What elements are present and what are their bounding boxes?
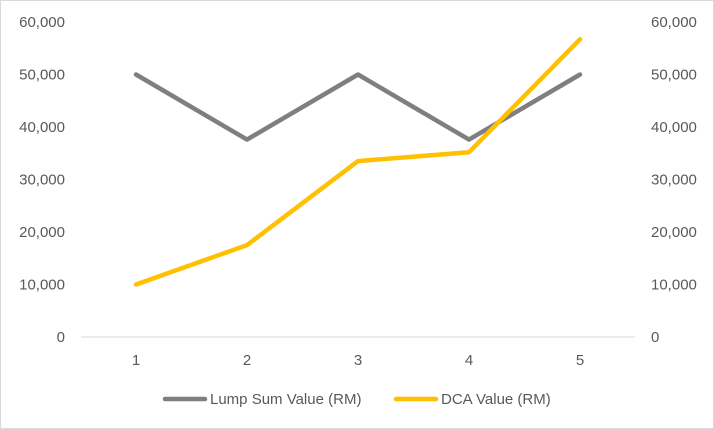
series-line-lump-sum [133, 72, 583, 142]
right-axis-labels: 0 10,000 20,000 30,000 40,000 50,000 60,000 [651, 14, 697, 346]
left-axis-tick-label: 60,000 [19, 14, 65, 31]
right-axis-tick-label: 40,000 [651, 119, 697, 136]
right-axis-tick-label: 50,000 [651, 67, 697, 84]
x-axis-tick-label: 5 [576, 352, 584, 369]
right-axis-tick-label: 0 [651, 329, 659, 346]
x-axis-tick-label: 2 [243, 352, 251, 369]
left-axis-tick-label: 10,000 [19, 277, 65, 294]
legend-label: DCA Value (RM) [441, 391, 551, 408]
left-axis-tick-label: 50,000 [19, 67, 65, 84]
right-axis-tick-label: 30,000 [651, 172, 697, 189]
right-axis-tick-label: 20,000 [651, 224, 697, 241]
right-axis-tick-label: 10,000 [651, 277, 697, 294]
series-lines [133, 37, 583, 287]
series-line-dca [133, 37, 583, 287]
legend-label: Lump Sum Value (RM) [210, 391, 361, 408]
left-axis-tick-label: 0 [57, 329, 65, 346]
left-axis-tick-label: 30,000 [19, 172, 65, 189]
x-axis-tick-label: 3 [354, 352, 362, 369]
x-axis-tick-label: 1 [132, 352, 140, 369]
left-axis-tick-label: 40,000 [19, 119, 65, 136]
left-axis-tick-label: 20,000 [19, 224, 65, 241]
right-axis-tick-label: 60,000 [651, 14, 697, 31]
legend: Lump Sum Value (RM) DCA Value (RM) [162, 391, 551, 408]
left-axis-labels: 0 10,000 20,000 30,000 40,000 50,000 60,000 [19, 14, 65, 346]
x-axis-labels: 1 2 3 4 5 [132, 352, 584, 369]
x-axis-tick-label: 4 [465, 352, 473, 369]
